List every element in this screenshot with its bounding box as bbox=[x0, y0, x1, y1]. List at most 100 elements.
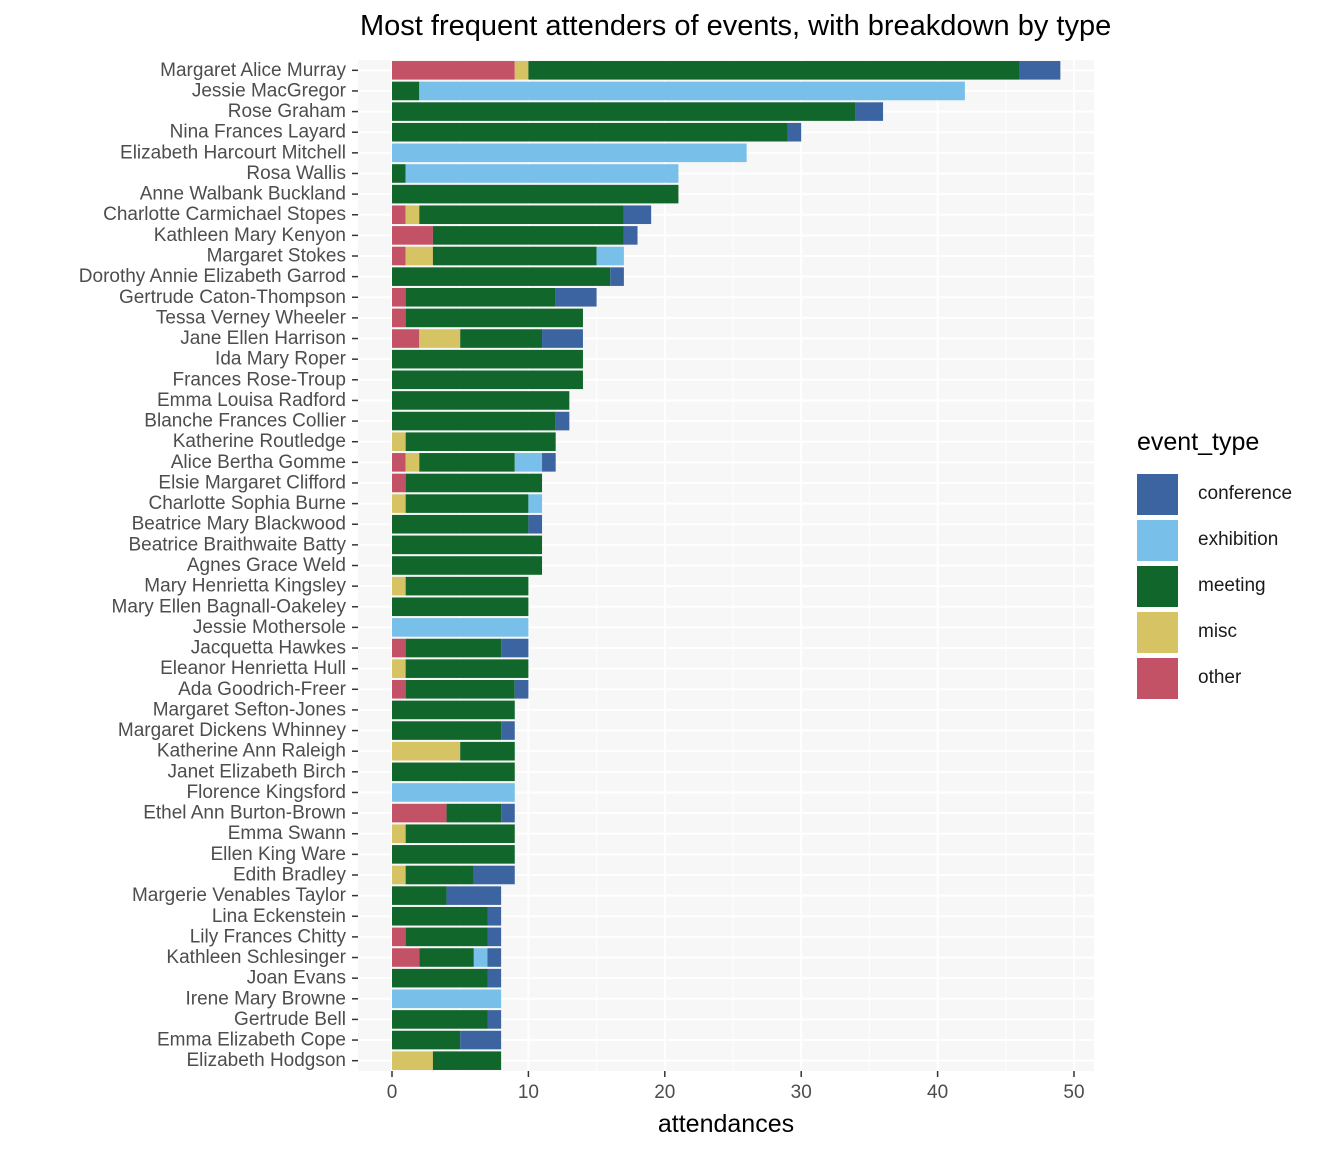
legend-item-exhibition: exhibition bbox=[1137, 517, 1292, 563]
legend-label-other: other bbox=[1198, 667, 1242, 688]
bar-other bbox=[392, 329, 420, 348]
bar-meeting bbox=[405, 576, 529, 596]
bar-meeting bbox=[392, 886, 447, 905]
bar-exhibition bbox=[405, 164, 679, 183]
y-tick-label: Emma Louisa Radford bbox=[157, 390, 346, 411]
legend-key-conference bbox=[1137, 473, 1178, 515]
bar-meeting bbox=[392, 968, 488, 988]
bar-meeting bbox=[405, 432, 556, 451]
bar-meeting bbox=[405, 473, 543, 493]
y-tick-label: Charlotte Carmichael Stopes bbox=[103, 204, 346, 225]
y-tick-label: Emma Swann bbox=[228, 823, 346, 844]
bar-misc bbox=[392, 432, 406, 451]
bar-other bbox=[392, 226, 433, 245]
y-tick-label: Margaret Sefton-Jones bbox=[153, 699, 346, 720]
legend-label-exhibition: exhibition bbox=[1198, 529, 1279, 550]
bar-conference bbox=[855, 102, 884, 121]
y-tick-label: Gertrude Bell bbox=[234, 1009, 346, 1030]
y-tick-label: Margaret Alice Murray bbox=[160, 60, 346, 81]
x-tick-label: 50 bbox=[1063, 1082, 1084, 1103]
bar-meeting bbox=[405, 927, 488, 947]
bar-meeting bbox=[392, 411, 556, 431]
legend-key-meeting bbox=[1137, 565, 1178, 607]
y-tick-label: Margaret Dickens Whinney bbox=[118, 720, 347, 741]
bar-other bbox=[392, 453, 406, 472]
y-tick-label: Mary Ellen Bagnall-Oakeley bbox=[112, 596, 347, 617]
legend-label-meeting: meeting bbox=[1198, 575, 1266, 596]
bar-exhibition bbox=[596, 246, 624, 266]
legend-label-conference: conference bbox=[1198, 483, 1293, 504]
bar-meeting bbox=[392, 164, 406, 183]
bar-conference bbox=[446, 886, 502, 905]
bar-exhibition bbox=[392, 783, 515, 802]
bar-conference bbox=[610, 267, 624, 286]
bar-other bbox=[392, 638, 406, 658]
bar-conference bbox=[460, 1030, 502, 1050]
x-tick-label: 0 bbox=[387, 1082, 398, 1103]
bar-meeting bbox=[392, 700, 515, 720]
legend-item-meeting: meeting bbox=[1137, 563, 1292, 609]
bar-misc bbox=[392, 741, 461, 761]
bar-misc bbox=[392, 576, 406, 596]
bar-meeting bbox=[419, 948, 474, 967]
bar-meeting bbox=[405, 680, 515, 699]
bar-meeting bbox=[405, 638, 502, 658]
bar-other bbox=[392, 680, 406, 699]
y-tick-label: Lina Eckenstein bbox=[212, 906, 346, 927]
y-tick-label: Dorothy Annie Elizabeth Garrod bbox=[79, 266, 346, 287]
bar-conference bbox=[501, 803, 515, 823]
bar-conference bbox=[787, 122, 802, 142]
bar-conference bbox=[487, 968, 502, 988]
bar-meeting bbox=[392, 81, 420, 101]
y-tick-label: Eleanor Henrietta Hull bbox=[160, 658, 346, 679]
bar-other bbox=[392, 473, 406, 493]
bar-exhibition bbox=[528, 494, 543, 513]
bar-conference bbox=[501, 721, 515, 740]
bar-misc bbox=[392, 824, 406, 844]
chart-title: Most frequent attenders of events, with … bbox=[360, 10, 1112, 42]
bar-meeting bbox=[392, 721, 502, 740]
bar-meeting bbox=[392, 535, 543, 555]
legend-item-conference: conference bbox=[1137, 471, 1292, 517]
y-tick-label: Jessie Mothersole bbox=[193, 617, 346, 638]
bar-other bbox=[392, 287, 406, 307]
bar-meeting bbox=[405, 659, 529, 678]
bar-meeting bbox=[392, 762, 515, 782]
y-tick-label: Mary Henrietta Kingsley bbox=[144, 576, 346, 597]
y-tick-label: Beatrice Mary Blackwood bbox=[132, 514, 346, 535]
y-tick-label: Kathleen Mary Kenyon bbox=[154, 225, 346, 246]
bar-exhibition bbox=[419, 81, 965, 101]
bar-conference bbox=[623, 205, 652, 225]
bar-conference bbox=[555, 411, 570, 431]
bar-conference bbox=[487, 948, 502, 967]
y-tick-label: Joan Evans bbox=[247, 968, 346, 989]
y-tick-label: Edith Bradley bbox=[233, 864, 347, 885]
bar-misc bbox=[514, 61, 529, 80]
bar-conference bbox=[514, 680, 529, 699]
bar-meeting bbox=[405, 287, 556, 307]
bar-other bbox=[392, 61, 515, 80]
y-tick-label: Beatrice Braithwaite Batty bbox=[128, 534, 346, 555]
bar-misc bbox=[392, 659, 406, 678]
bar-meeting bbox=[392, 267, 611, 286]
bar-meeting bbox=[392, 122, 788, 142]
bar-conference bbox=[555, 287, 597, 307]
bar-meeting bbox=[392, 102, 856, 121]
y-tick-label: Florence Kingsford bbox=[187, 782, 346, 803]
bar-other bbox=[392, 803, 447, 823]
bar-meeting bbox=[446, 803, 502, 823]
bar-exhibition bbox=[392, 143, 747, 163]
y-tick-label: Janet Elizabeth Birch bbox=[168, 761, 347, 782]
y-tick-label: Tessa Verney Wheeler bbox=[156, 307, 347, 328]
bar-meeting bbox=[405, 824, 515, 844]
bar-meeting bbox=[392, 349, 583, 369]
bar-exhibition bbox=[392, 618, 529, 637]
bar-meeting bbox=[392, 1010, 488, 1029]
bar-misc bbox=[419, 329, 461, 348]
y-tick-label: Irene Mary Browne bbox=[185, 988, 346, 1009]
bar-meeting bbox=[392, 370, 583, 390]
bar-other bbox=[392, 205, 406, 225]
x-axis-title: attendances bbox=[658, 1110, 794, 1138]
y-tick-label: Emma Elizabeth Cope bbox=[157, 1030, 346, 1051]
